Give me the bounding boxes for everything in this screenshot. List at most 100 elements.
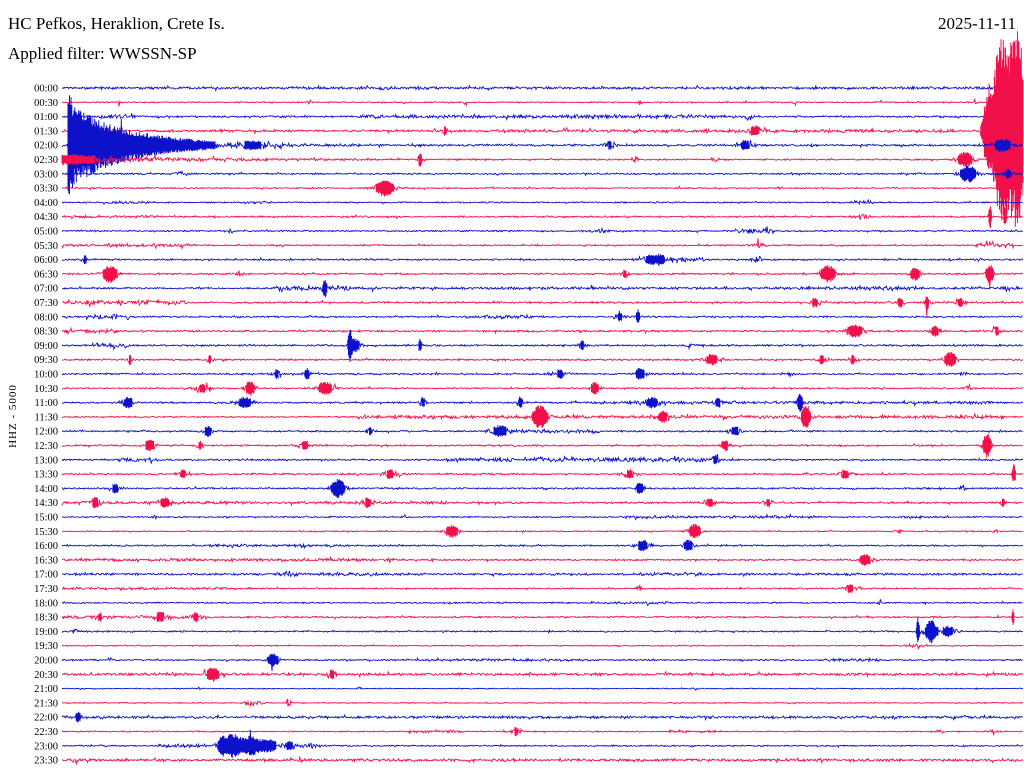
time-label-21:30: 21:30 [34,698,58,709]
trace-08:30 [61,324,1023,336]
trace-02:00 [61,116,1023,178]
time-label-09:30: 09:30 [34,355,58,366]
time-label-14:00: 14:00 [34,484,58,495]
time-label-17:30: 17:30 [34,584,58,595]
time-label-18:30: 18:30 [34,613,58,624]
time-label-22:30: 22:30 [34,727,58,738]
trace-22:00 [61,713,1024,721]
trace-13:30 [61,463,1024,479]
time-label-20:00: 20:00 [34,656,58,667]
time-label-01:00: 01:00 [34,112,58,123]
time-label-23:00: 23:00 [34,741,58,752]
trace-03:30 [61,181,1024,194]
trace-02:30 [61,153,1024,166]
trace-burst-03:30 [375,180,394,197]
trace-burst-14:30 [92,497,1005,509]
trace-burst-15:30 [446,523,701,539]
time-label-14:30: 14:30 [34,498,58,509]
time-label-21:00: 21:00 [34,684,58,695]
trace-22:30 [61,727,1024,737]
trace-04:00 [61,198,1023,206]
trace-burst-22:00 [75,711,81,723]
trace-20:30 [61,668,1024,680]
time-label-04:30: 04:30 [34,212,58,223]
time-label-15:00: 15:00 [34,513,58,524]
trace-23:00 [61,729,1024,757]
time-label-03:00: 03:00 [34,169,58,180]
trace-burst-10:00 [275,368,645,380]
trace-burst-07:00 [322,280,328,298]
trace-19:00 [61,622,1023,641]
time-label-17:00: 17:00 [34,570,58,581]
time-label-11:00: 11:00 [34,398,58,409]
trace-19:30 [62,642,1024,651]
trace-21:00 [61,686,1024,692]
trace-burst-12:00 [204,425,739,437]
time-label-01:30: 01:30 [34,126,58,137]
time-label-15:30: 15:30 [34,527,58,538]
trace-06:30 [61,266,1024,289]
time-label-12:00: 12:00 [34,427,58,438]
trace-13:00 [61,453,1024,464]
time-label-02:30: 02:30 [34,155,58,166]
trace-05:00 [61,226,1023,235]
trace-07:00 [61,281,1024,294]
time-label-19:00: 19:00 [34,627,58,638]
trace-11:00 [62,396,1023,412]
record-date: 2025-11-11 [937,14,1016,33]
trace-18:00 [61,599,1023,607]
trace-12:30 [61,439,1023,453]
trace-15:30 [61,525,1023,536]
trace-05:30 [61,238,1023,250]
trace-burst-02:00 [67,95,1011,195]
trace-07:30 [61,297,1024,317]
time-label-07:00: 07:00 [34,284,58,295]
trace-burst-04:30 [988,206,1007,228]
trace-17:30 [61,584,1023,592]
trace-21:30 [61,699,1024,708]
trace-08:00 [61,310,1023,321]
trace-01:30 [61,51,1024,214]
time-label-20:30: 20:30 [34,670,58,681]
time-label-02:00: 02:00 [34,141,58,152]
time-label-04:00: 04:00 [34,198,58,209]
trace-burst-20:30 [207,667,334,682]
trace-burst-09:00 [347,329,584,362]
trace-burst-03:00 [960,165,1011,183]
trace-burst-08:30 [848,324,999,338]
time-label-11:30: 11:30 [34,412,58,423]
time-label-18:00: 18:00 [34,598,58,609]
time-label-22:00: 22:00 [34,713,58,724]
trace-burst-12:30 [145,433,992,458]
trace-burst-16:00 [638,539,693,552]
time-label-06:00: 06:00 [34,255,58,266]
trace-burst-13:30 [180,465,1016,482]
trace-06:00 [61,254,1024,266]
trace-00:00 [61,84,1024,92]
trace-burst-11:30 [531,405,811,428]
trace-burst-23:00 [217,734,293,758]
trace-burst-19:00 [915,617,953,644]
trace-10:00 [61,370,1024,380]
trace-20:00 [61,656,1023,672]
trace-15:00 [61,513,1024,521]
time-label-16:30: 16:30 [34,555,58,566]
time-label-03:30: 03:30 [34,184,58,195]
trace-burst-10:30 [199,381,599,396]
trace-01:00 [61,112,1024,122]
trace-18:30 [61,611,1024,622]
trace-burst-20:00 [267,653,279,667]
time-label-13:00: 13:00 [34,455,58,466]
time-label-00:00: 00:00 [34,84,58,95]
trace-burst-06:30 [102,265,994,285]
time-label-09:00: 09:00 [34,341,58,352]
trace-burst-07:30 [812,296,963,309]
trace-burst-13:00 [713,456,717,465]
trace-burst-01:30 [444,31,1024,227]
time-label-19:30: 19:30 [34,641,58,652]
trace-burst-14:00 [112,479,643,499]
time-label-07:30: 07:30 [34,298,58,309]
station-title: HC Pefkos, Heraklion, Crete Is. [8,14,225,33]
